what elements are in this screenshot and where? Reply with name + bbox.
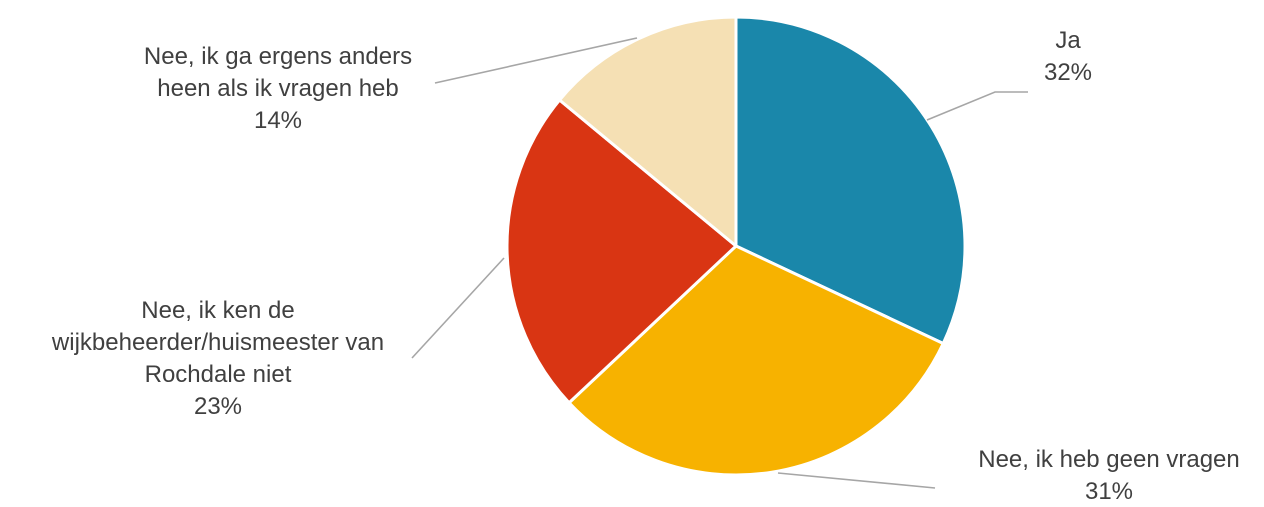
leader-lines	[411, 37, 1028, 489]
slice-label-1: Ja 32%	[1044, 27, 1092, 86]
slice-label-3: Nee, ik ken de wijkbeheerder/huismeester …	[51, 297, 384, 420]
pie-slice-4	[558, 15, 738, 248]
leader-line-2	[777, 472, 936, 489]
slice-category-label: Nee, ik ga ergens anders	[144, 43, 412, 70]
slice-label-2: Nee, ik heb geen vragen 31%	[978, 446, 1240, 505]
pie-slices	[505, 15, 967, 477]
slice-category-label: heen als ik vragen heb	[157, 75, 399, 102]
slice-category-label: wijkbeheerder/huismeester van	[51, 329, 384, 356]
pie-slice-2	[567, 244, 945, 477]
slice-value-label: 23%	[194, 393, 242, 420]
leader-line-3	[411, 257, 505, 359]
leader-line-1	[926, 91, 1028, 121]
pie-slice-1	[734, 15, 967, 345]
slice-label-4: Nee, ik ga ergens anders heen als ik vrag…	[144, 43, 412, 134]
slice-category-label: Ja	[1055, 27, 1081, 54]
slice-value-label: 32%	[1044, 59, 1092, 86]
slice-value-label: 31%	[1085, 478, 1133, 505]
slice-category-label: Rochdale niet	[145, 361, 292, 388]
slice-category-label: Nee, ik heb geen vragen	[978, 446, 1240, 473]
slice-labels: Ja 32% Nee, ik heb geen vragen 31% Nee, ik k…	[51, 27, 1240, 505]
leader-line-4	[434, 37, 638, 84]
slice-value-label: 14%	[254, 107, 302, 134]
slice-category-label: Nee, ik ken de	[141, 297, 294, 324]
pie-slice-3	[505, 98, 738, 405]
